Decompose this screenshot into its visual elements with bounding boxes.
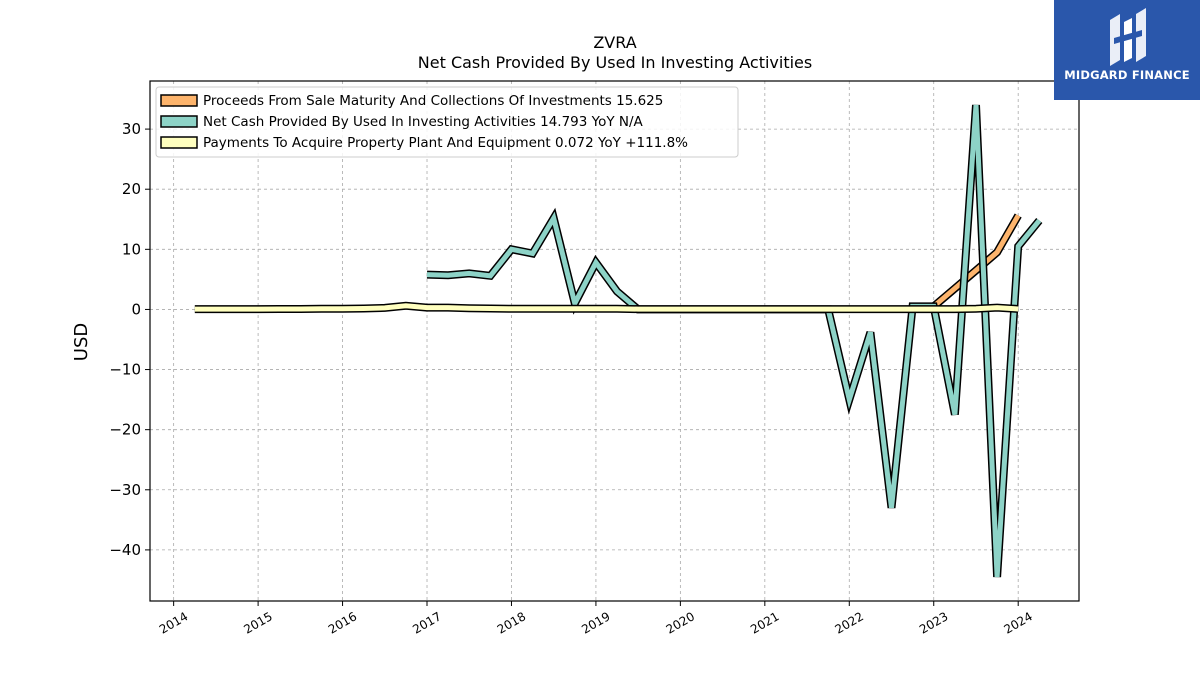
logo-text: MIDGARD FINANCE [1064, 68, 1190, 82]
y-tick-label: 10 [122, 240, 141, 258]
x-tick-label: 2018 [495, 609, 528, 636]
legend-entry: Net Cash Provided By Used In Investing A… [203, 114, 644, 130]
series-outline-1 [426, 104, 1043, 578]
y-tick-label: −10 [109, 361, 141, 379]
y-axis-label: USD [71, 323, 92, 361]
x-tick-label: 2016 [326, 609, 359, 636]
x-axis-ticks: 2014 2015 2016 2017 2018 2019 2020 2021 2022 2023… [157, 601, 1035, 637]
legend-entry: Payments To Acquire Property Plant And E… [203, 135, 688, 151]
series-lines [194, 104, 1043, 578]
y-tick-label: −40 [109, 541, 141, 559]
x-tick-label: 2020 [664, 609, 697, 636]
legend-swatch [160, 136, 198, 149]
x-tick-label: 2014 [157, 609, 190, 636]
legend-swatch [160, 115, 198, 128]
y-tick-label: 0 [131, 300, 141, 318]
y-axis-ticks: 30 20 10 0 −10 −20 −30 −40 [109, 120, 150, 559]
legend-entry: Proceeds From Sale Maturity And Collecti… [203, 93, 663, 109]
x-tick-label: 2017 [410, 609, 443, 636]
series-line-0 [932, 214, 1021, 309]
plot-frame [149, 80, 1080, 602]
chart-subtitle: Net Cash Provided By Used In Investing A… [418, 53, 812, 72]
x-tick-label: 2015 [241, 609, 274, 636]
series-line-1 [426, 104, 1042, 578]
x-tick-label: 2021 [748, 609, 781, 636]
legend-box [155, 86, 739, 158]
brand-logo: MIDGARD FINANCE [1054, 0, 1200, 100]
legend-swatch [160, 94, 198, 107]
x-tick-label: 2024 [1001, 609, 1034, 636]
chart-title: ZVRA [593, 33, 636, 52]
x-tick-label: 2023 [917, 609, 950, 636]
y-tick-label: 20 [122, 180, 141, 198]
y-tick-label: 30 [122, 120, 141, 138]
x-tick-label: 2022 [833, 609, 866, 636]
x-tick-label: 2019 [579, 609, 612, 636]
series-line-2 [194, 303, 1019, 312]
logo-mark-icon [1110, 8, 1146, 66]
y-tick-label: −30 [109, 481, 141, 499]
legend: Proceeds From Sale Maturity And Collecti… [155, 86, 739, 158]
y-tick-label: −20 [109, 421, 141, 439]
